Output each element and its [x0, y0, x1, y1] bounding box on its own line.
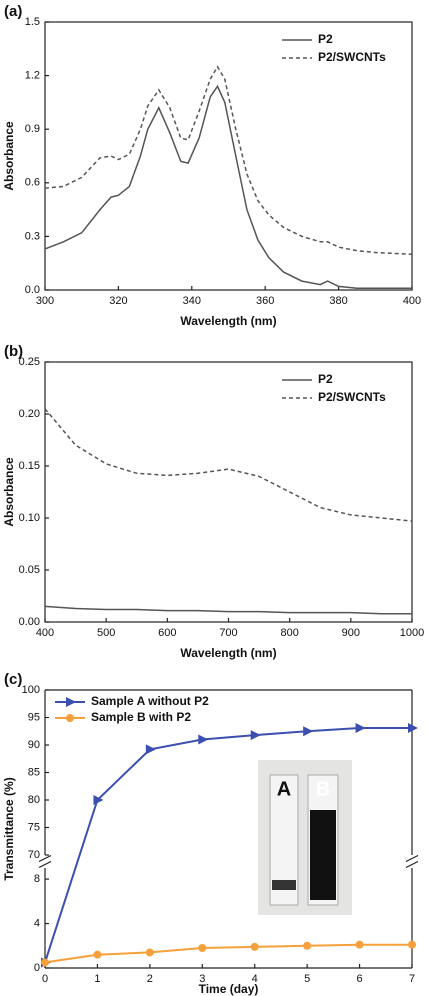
panel-label: (b): [4, 343, 23, 360]
x-tick-label: 1: [94, 973, 100, 985]
y-tick-label: 8: [34, 873, 40, 885]
y-tick-label: 0.05: [19, 564, 40, 576]
y-tick-label: 75: [28, 821, 40, 833]
y-tick-label: 0.0: [25, 284, 40, 296]
x-tick-label: 1000: [400, 627, 424, 639]
marker: [408, 940, 416, 949]
x-tick-label: 6: [357, 973, 363, 985]
y-tick-label: 95: [28, 711, 40, 723]
x-tick-label: 320: [109, 295, 127, 307]
legend-label: P2: [318, 32, 333, 46]
x-axis-label: Time (day): [199, 982, 259, 996]
marker: [93, 795, 104, 805]
series-line: [44, 84, 412, 289]
y-tick-label: 0.20: [19, 408, 40, 420]
marker: [250, 942, 259, 951]
y-axis-label: Transmittance (%): [2, 777, 16, 880]
inset-photo: [258, 760, 352, 915]
marker: [93, 950, 102, 959]
x-tick-label: 700: [219, 627, 237, 639]
x-tick-label: 500: [97, 627, 115, 639]
axis-break: [405, 854, 419, 863]
series-line: [44, 727, 412, 963]
marker: [145, 744, 156, 755]
x-axis-label: Wavelength (nm): [180, 646, 276, 660]
y-tick-label: 1.2: [25, 70, 40, 82]
axis-break: [38, 854, 52, 863]
x-axis-label: Wavelength (nm): [180, 314, 276, 328]
x-tick-label: 7: [409, 973, 415, 985]
y-tick-label: 0.9: [25, 123, 40, 135]
x-tick-label: 3: [199, 973, 205, 985]
marker: [198, 944, 207, 952]
x-tick-label: 300: [36, 295, 54, 307]
legend-label: P2/SWCNTs: [318, 50, 386, 64]
plot-frame: [44, 21, 413, 291]
series-line: [44, 408, 413, 522]
legend-label: Sample A without P2: [91, 694, 209, 708]
y-tick-label: 0.6: [25, 177, 40, 189]
x-tick-label: 600: [158, 627, 176, 639]
x-tick-label: 900: [342, 627, 360, 639]
x-tick-label: 380: [329, 295, 347, 307]
y-tick-label: 0.15: [19, 460, 40, 472]
x-tick-label: 4: [252, 973, 258, 985]
axis-break: [405, 860, 419, 869]
legend-marker: [66, 714, 74, 722]
x-tick-label: 400: [36, 627, 54, 639]
y-tick-label: 0.00: [19, 616, 40, 628]
y-tick-label: 0: [34, 962, 40, 974]
marker: [303, 941, 312, 950]
inset-label: B: [316, 778, 330, 800]
series-line: [44, 65, 413, 256]
y-tick-label: 100: [22, 684, 40, 696]
inset-label: A: [277, 778, 291, 800]
y-tick-label: 70: [28, 849, 40, 861]
marker: [355, 722, 366, 733]
marker: [145, 948, 154, 957]
x-tick-label: 2: [147, 973, 153, 985]
y-tick-label: 4: [34, 917, 40, 929]
panel-label: (a): [4, 3, 22, 20]
x-tick-label: 0: [42, 973, 48, 985]
series-line: [44, 605, 412, 615]
y-tick-label: 80: [28, 794, 40, 806]
legend-label: Sample B with P2: [91, 710, 191, 724]
y-tick-label: 0.10: [19, 512, 40, 524]
marker: [250, 730, 261, 741]
marker: [355, 940, 364, 949]
marker: [41, 958, 49, 967]
y-tick-label: 1.5: [25, 16, 40, 28]
x-tick-label: 800: [280, 627, 298, 639]
y-tick-label: 90: [28, 739, 40, 751]
y-tick-label: 85: [28, 766, 40, 778]
x-tick-label: 360: [256, 295, 274, 307]
y-tick-label: 0.25: [19, 356, 40, 368]
y-tick-label: 0.3: [25, 230, 40, 242]
marker: [198, 734, 209, 745]
marker: [408, 722, 418, 733]
x-tick-label: 400: [403, 295, 421, 307]
x-tick-label: 5: [304, 973, 310, 985]
legend-marker: [66, 697, 76, 707]
axis-break: [38, 860, 52, 869]
series-line: [44, 943, 412, 964]
x-tick-label: 340: [183, 295, 201, 307]
legend-label: P2: [318, 372, 333, 386]
marker: [303, 726, 314, 737]
y-axis-label: Absorbance: [2, 121, 16, 191]
panel-label: (c): [4, 671, 22, 688]
legend-label: P2/SWCNTs: [318, 390, 386, 404]
y-axis-label: Absorbance: [2, 457, 16, 527]
